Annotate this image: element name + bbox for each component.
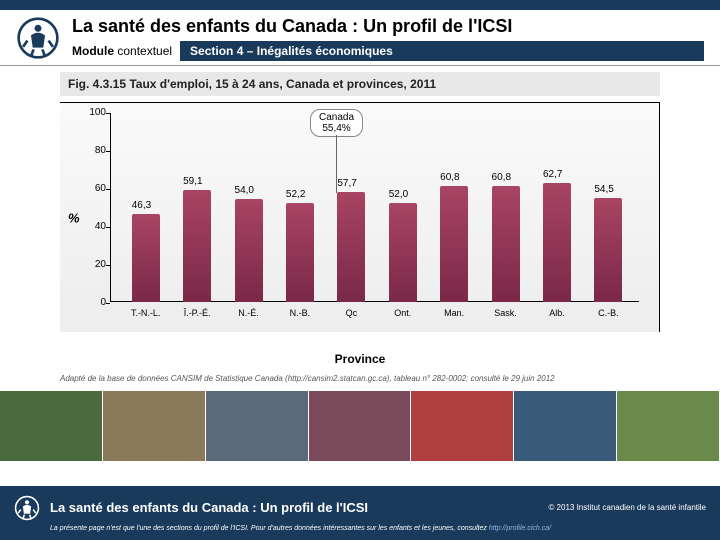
bar-chart: % 020406080100 Canada 55,4% 46,3T.-N.-L.… (60, 102, 660, 332)
top-bar (0, 0, 720, 10)
bar: 62,7 (543, 183, 571, 302)
bar-value: 62,7 (543, 169, 562, 180)
bar: 52,0 (389, 203, 417, 302)
bar: 46,3 (132, 214, 160, 302)
y-tick-mark (106, 303, 110, 304)
photo-placeholder (411, 391, 514, 461)
bar-wrap: 62,7Alb. (531, 183, 582, 302)
bar-value: 60,8 (440, 172, 459, 183)
bar-value: 52,0 (389, 189, 408, 200)
section-pill: Section 4 – Inégalités économiques (180, 41, 704, 61)
y-axis (110, 113, 111, 302)
bar-value: 59,1 (183, 176, 202, 187)
bar-category: Î.-P.-É. (184, 308, 211, 318)
bar-wrap: 46,3T.-N.-L. (120, 214, 171, 302)
bar: 54,0 (235, 199, 263, 302)
bar-category: T.-N.-L. (131, 308, 161, 318)
photo-strip (0, 391, 720, 461)
bar: 57,7 (337, 192, 365, 302)
bar-wrap: 52,2N.-B. (274, 203, 325, 302)
footer-link[interactable]: http://profile.cich.ca/ (489, 525, 551, 532)
photo-placeholder (0, 391, 103, 461)
y-tick-label: 100 (80, 107, 106, 118)
bar-category: N.-É. (238, 308, 259, 318)
photo-placeholder (617, 391, 720, 461)
bar-category: Sask. (494, 308, 517, 318)
bar-category: N.-B. (290, 308, 311, 318)
bar-category: Ont. (394, 308, 411, 318)
y-tick-mark (106, 113, 110, 114)
y-axis-label: % (68, 210, 80, 225)
bar-value: 60,8 (492, 172, 511, 183)
figure-title: Fig. 4.3.15 Taux d'emploi, 15 à 24 ans, … (60, 72, 660, 96)
brand-logo-icon (16, 16, 60, 60)
chart-area: Fig. 4.3.15 Taux d'emploi, 15 à 24 ans, … (0, 66, 720, 387)
photo-placeholder (103, 391, 206, 461)
y-tick-mark (106, 227, 110, 228)
photo-placeholder (206, 391, 309, 461)
y-tick-label: 80 (80, 145, 106, 156)
footer-title: La santé des enfants du Canada : Un prof… (50, 500, 538, 515)
bar-wrap: 60,8Sask. (480, 186, 531, 302)
footer-copyright: © 2013 Institut canadien de la santé inf… (548, 503, 706, 512)
bar-wrap: 52,0Ont. (377, 203, 428, 302)
y-tick-label: 0 (80, 297, 106, 308)
footer-logo-icon (14, 495, 40, 521)
bars-container: 46,3T.-N.-L.59,1Î.-P.-É.54,0N.-É.52,2N.-… (120, 113, 634, 302)
y-tick-label: 40 (80, 221, 106, 232)
module-label: Module contextuel (72, 44, 172, 58)
photo-placeholder (309, 391, 412, 461)
bar: 60,8 (492, 186, 520, 302)
bar-category: Qc (346, 308, 358, 318)
chart-source: Adapté de la base de données CANSIM de S… (60, 374, 660, 383)
bar: 60,8 (440, 186, 468, 302)
bar-value: 54,0 (235, 185, 254, 196)
bar-value: 46,3 (132, 200, 151, 211)
footer: La santé des enfants du Canada : Un prof… (0, 486, 720, 540)
y-tick-mark (106, 189, 110, 190)
y-tick-label: 20 (80, 259, 106, 270)
photo-placeholder (514, 391, 617, 461)
bar-wrap: 54,0N.-É. (223, 199, 274, 302)
bar: 59,1 (183, 190, 211, 302)
bar-category: Man. (444, 308, 464, 318)
y-tick-mark (106, 265, 110, 266)
y-tick-mark (106, 151, 110, 152)
bar-value: 57,7 (337, 178, 356, 189)
y-tick-label: 60 (80, 183, 106, 194)
page-title: La santé des enfants du Canada : Un prof… (72, 16, 704, 37)
bar-wrap: 60,8Man. (428, 186, 479, 302)
header: La santé des enfants du Canada : Un prof… (0, 10, 720, 66)
bar-category: C.-B. (598, 308, 619, 318)
bar: 54,5 (594, 198, 622, 302)
bar-wrap: 59,1Î.-P.-É. (171, 190, 222, 302)
bar: 52,2 (286, 203, 314, 302)
bar-category: Alb. (549, 308, 565, 318)
bar-value: 52,2 (286, 189, 305, 200)
bar-wrap: 54,5C.-B. (583, 198, 634, 302)
x-axis-title: Province (60, 352, 660, 366)
bar-wrap: 57,7Qc (326, 192, 377, 302)
bar-value: 54,5 (594, 184, 613, 195)
footer-note: La présente page n'est que l'une des sec… (50, 525, 706, 532)
